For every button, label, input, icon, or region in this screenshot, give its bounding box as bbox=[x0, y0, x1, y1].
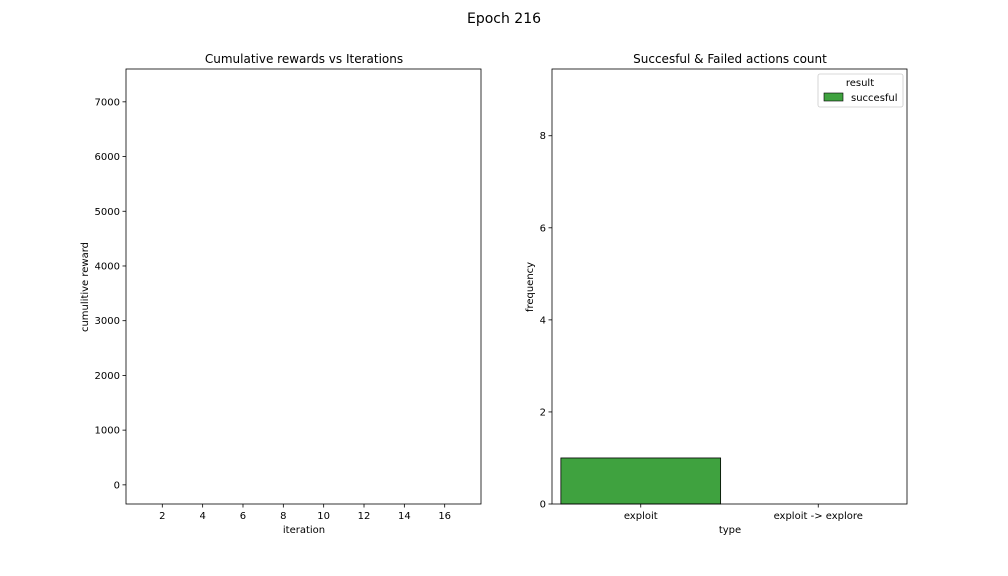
cumulative-rewards-chart: Cumulative rewards vs Iterations 2 4 6 8 10 1… bbox=[80, 52, 482, 536]
left-x-tick-label: 10 bbox=[317, 511, 330, 522]
right-x-ticks: exploit exploit -> explore bbox=[624, 504, 863, 522]
right-x-tick-label: exploit -> explore bbox=[774, 511, 863, 522]
left-y-axis-label: cumulitive reward bbox=[80, 242, 91, 332]
left-x-tick-label: 12 bbox=[358, 511, 371, 522]
right-plot-area bbox=[551, 68, 908, 505]
legend-title: result bbox=[846, 78, 874, 89]
legend-entry: succesful bbox=[851, 93, 898, 104]
left-x-axis-label: iteration bbox=[283, 525, 325, 536]
left-plot-area bbox=[125, 68, 482, 505]
right-chart-title: Succesful & Failed actions count bbox=[633, 52, 827, 66]
right-y-axis-label: frequency bbox=[525, 262, 536, 312]
figure-title: Epoch 216 bbox=[467, 11, 541, 27]
left-x-tick-label: 6 bbox=[240, 511, 246, 522]
right-y-tick-label: 2 bbox=[540, 407, 546, 418]
right-y-tick-label: 8 bbox=[540, 131, 546, 142]
right-x-tick-label: exploit bbox=[624, 511, 658, 522]
left-x-ticks: 2 4 6 8 10 12 14 16 bbox=[159, 504, 451, 522]
left-y-ticks: 0 1000 2000 3000 4000 5000 6000 7000 bbox=[95, 97, 126, 491]
right-x-axis-label: type bbox=[719, 525, 741, 536]
legend: result succesful bbox=[817, 73, 904, 108]
right-y-tick-label: 6 bbox=[540, 223, 546, 234]
right-y-tick-label: 4 bbox=[540, 315, 546, 326]
right-y-tick-label: 0 bbox=[540, 500, 546, 511]
left-x-tick-label: 14 bbox=[398, 511, 411, 522]
left-x-tick-label: 16 bbox=[438, 511, 451, 522]
bar-exploit bbox=[560, 457, 722, 505]
left-y-tick-label: 3000 bbox=[95, 316, 120, 327]
left-y-tick-label: 0 bbox=[114, 480, 120, 491]
left-y-tick-label: 2000 bbox=[95, 371, 120, 382]
legend-swatch bbox=[823, 92, 844, 102]
left-x-tick-label: 4 bbox=[199, 511, 205, 522]
right-y-ticks: 0 2 4 6 8 bbox=[540, 131, 552, 511]
left-y-tick-label: 6000 bbox=[95, 152, 120, 163]
left-y-tick-label: 5000 bbox=[95, 207, 120, 218]
right-bars bbox=[560, 457, 722, 505]
left-x-tick-label: 2 bbox=[159, 511, 165, 522]
left-x-tick-label: 8 bbox=[280, 511, 286, 522]
actions-count-chart: Succesful & Failed actions count exploit… bbox=[525, 52, 908, 536]
left-y-tick-label: 7000 bbox=[95, 97, 120, 108]
left-chart-title: Cumulative rewards vs Iterations bbox=[205, 52, 403, 66]
left-y-tick-label: 4000 bbox=[95, 261, 120, 272]
left-y-tick-label: 1000 bbox=[95, 426, 120, 437]
